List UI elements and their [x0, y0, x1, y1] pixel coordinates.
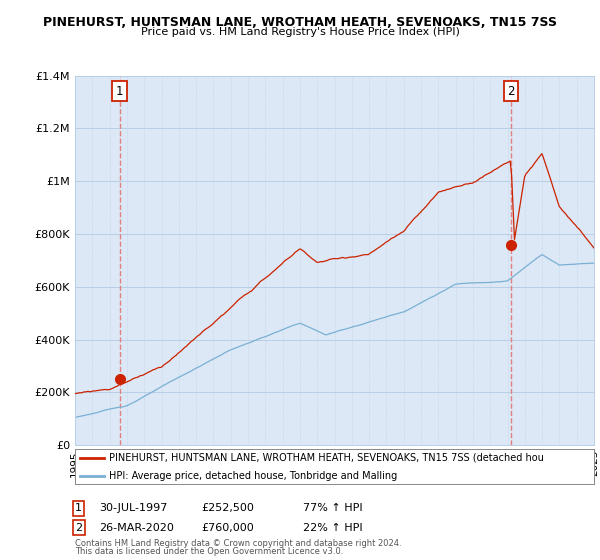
- Text: 77% ↑ HPI: 77% ↑ HPI: [303, 503, 362, 514]
- Text: 26-MAR-2020: 26-MAR-2020: [99, 522, 174, 533]
- Text: £252,500: £252,500: [201, 503, 254, 514]
- Text: PINEHURST, HUNTSMAN LANE, WROTHAM HEATH, SEVENOAKS, TN15 7SS (detached hou: PINEHURST, HUNTSMAN LANE, WROTHAM HEATH,…: [109, 453, 544, 463]
- Text: 1: 1: [116, 85, 124, 98]
- Text: 22% ↑ HPI: 22% ↑ HPI: [303, 522, 362, 533]
- Text: This data is licensed under the Open Government Licence v3.0.: This data is licensed under the Open Gov…: [75, 547, 343, 556]
- Text: Contains HM Land Registry data © Crown copyright and database right 2024.: Contains HM Land Registry data © Crown c…: [75, 539, 401, 548]
- Text: HPI: Average price, detached house, Tonbridge and Malling: HPI: Average price, detached house, Tonb…: [109, 470, 397, 480]
- Text: 2: 2: [508, 85, 515, 98]
- Text: PINEHURST, HUNTSMAN LANE, WROTHAM HEATH, SEVENOAKS, TN15 7SS: PINEHURST, HUNTSMAN LANE, WROTHAM HEATH,…: [43, 16, 557, 29]
- Text: 1: 1: [75, 503, 82, 514]
- Text: Price paid vs. HM Land Registry's House Price Index (HPI): Price paid vs. HM Land Registry's House …: [140, 27, 460, 37]
- Text: 2: 2: [75, 522, 82, 533]
- Text: £760,000: £760,000: [201, 522, 254, 533]
- Text: 30-JUL-1997: 30-JUL-1997: [99, 503, 167, 514]
